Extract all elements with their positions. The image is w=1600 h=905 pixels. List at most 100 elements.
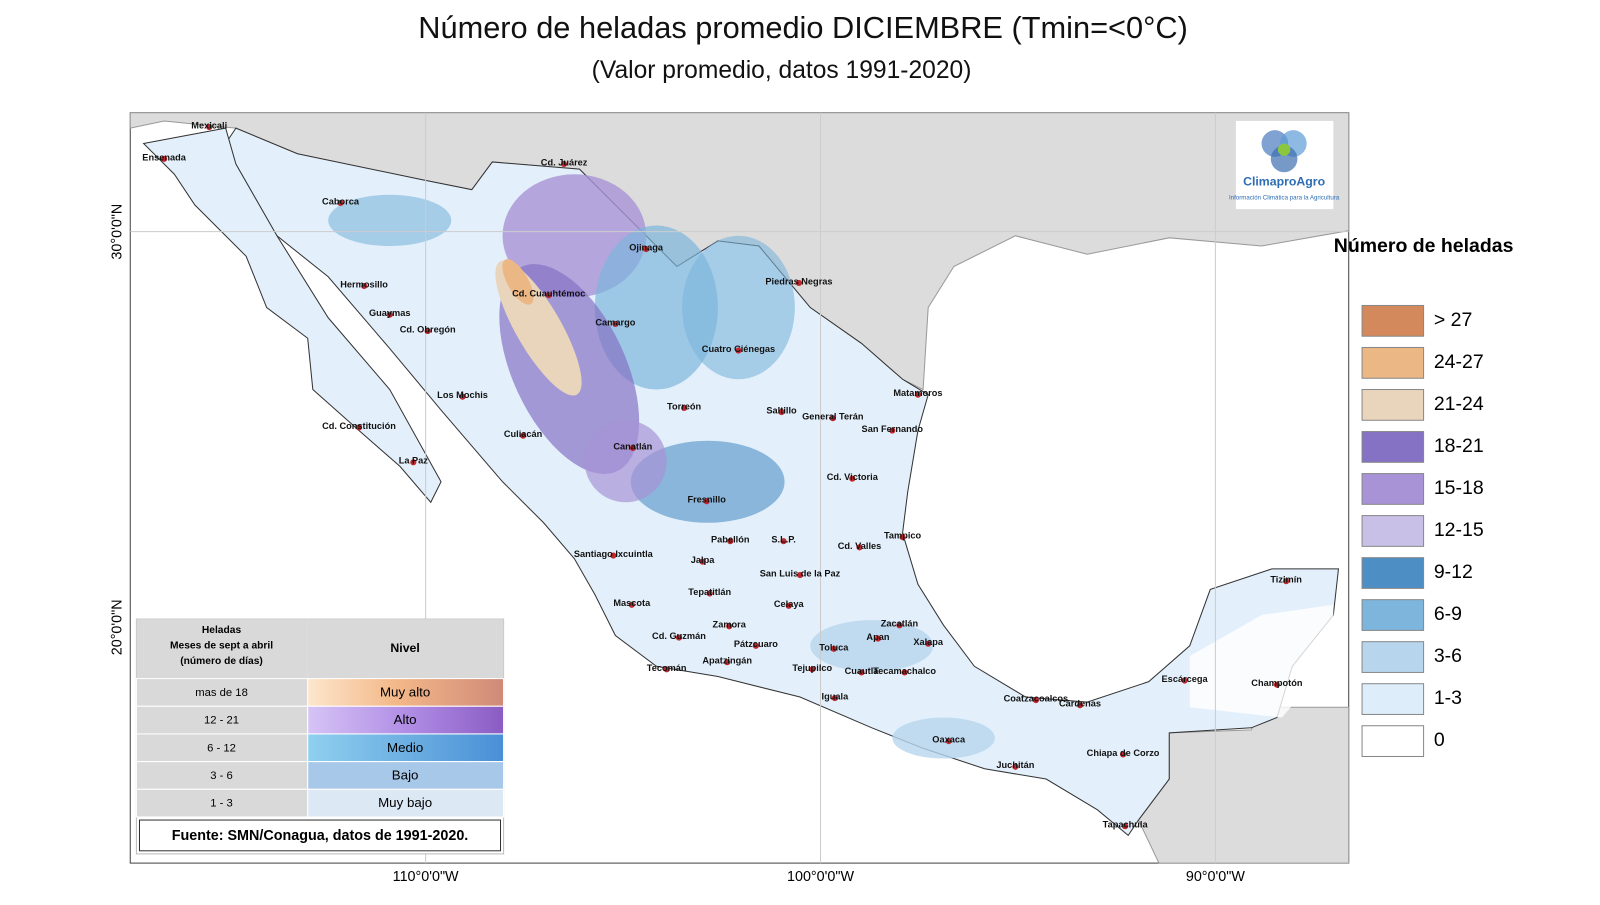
city-dot [727, 538, 734, 545]
city-label: Tecamachalco [873, 666, 936, 676]
city-dot [778, 408, 785, 416]
legend-label: 15-18 [1434, 477, 1484, 499]
city-label: Camargo [595, 317, 635, 327]
header-text: Meses de sept a abril [170, 640, 273, 651]
city-label: Cd. Victoria [827, 472, 879, 482]
baja-california [142, 127, 442, 504]
city-dot [914, 391, 922, 398]
city-label: Tecomán [647, 663, 687, 673]
city-dot [889, 427, 896, 434]
city-dot [849, 475, 856, 482]
city-label: Zamora [713, 620, 747, 630]
city-label: Cd. Constitución [322, 421, 396, 431]
logo-name: ClimaproAgro [1243, 175, 1325, 189]
city-label: Cd. Guzmán [652, 631, 706, 641]
city-dot [735, 347, 742, 354]
city-label: Champotón [1251, 678, 1303, 688]
inset-table: Heladas Meses de sept a abril (número de… [135, 618, 505, 855]
city-dot [699, 558, 706, 565]
city-dot [703, 498, 710, 505]
header-text: Heladas [202, 625, 242, 636]
city-label: Pátzcuaro [734, 639, 778, 649]
city-label: Guaymas [369, 308, 411, 318]
city-label: San Fernando [862, 424, 924, 434]
legend-label: 21-24 [1434, 393, 1484, 415]
subtitle: (Valor promedio, datos 1991-2020) [592, 57, 972, 84]
city-dot [1120, 751, 1127, 758]
table-rows: mas de 18 Muy alto 12 - 21 Alto 6 - 12 Medio 3… [135, 678, 505, 818]
city-dot [643, 246, 650, 253]
city-dot [780, 538, 787, 545]
city-dot [796, 571, 804, 579]
city-dot [706, 590, 713, 597]
city-label: Tizimín [1270, 575, 1302, 585]
city-dot [752, 642, 759, 649]
range-text: 1 - 3 [210, 798, 233, 810]
level-cell [307, 678, 505, 707]
city-dot [610, 552, 617, 559]
city-dot [545, 292, 552, 299]
city-label: Hermosillo [340, 279, 388, 289]
legend-swatch [1361, 599, 1425, 631]
city-label: Ensenada [142, 152, 186, 162]
legend-swatch [1361, 683, 1425, 715]
city-dot [612, 320, 619, 327]
city-dot [945, 738, 952, 745]
legend-label: 1-3 [1434, 687, 1462, 709]
city-label: Chiapa de Corzo [1087, 748, 1160, 758]
city-dot [726, 623, 733, 630]
logo-tagline: Información Climática para la Agricultur… [1229, 194, 1340, 201]
header-cell [136, 619, 308, 679]
legend-label: > 27 [1434, 309, 1472, 331]
city-dot [1032, 697, 1039, 704]
level-text: Bajo [392, 767, 419, 782]
range-text: mas de 18 [195, 687, 248, 699]
cities: Mexicali Ensenada Caborca Cd. Juárez Ojinaga… [142, 121, 1303, 830]
source: Fuente: SMN/Conagua, datos de 1991-2020. [172, 828, 469, 844]
city-label: Iguala [822, 691, 850, 701]
city-label: Fresnillo [687, 495, 726, 505]
legend-swatch [1361, 473, 1425, 505]
frost-zone [682, 235, 795, 380]
city-dot [337, 199, 344, 207]
legend-label: 0 [1434, 729, 1445, 751]
level-text: Muy bajo [378, 795, 432, 810]
logo: ClimaproAgro Información Climática para … [1229, 120, 1340, 210]
city-dot [724, 659, 731, 666]
city-dot [829, 415, 836, 422]
city-dot [896, 622, 903, 629]
city-label: General Terán [802, 412, 864, 422]
city-dot [1122, 823, 1129, 830]
frost-zone [810, 620, 934, 672]
city-label: Saltillo [766, 405, 797, 415]
city-label: Canatlán [613, 441, 652, 451]
city-label: Apatzingán [702, 656, 752, 666]
range-text: 6 - 12 [207, 742, 236, 754]
city-label: Culiacán [504, 429, 543, 439]
lon-label: 100°0'0"W [787, 869, 854, 885]
city-label: Tejupilco [792, 663, 832, 673]
legend-swatch [1361, 346, 1425, 379]
city-label: Zacatlán [881, 619, 919, 629]
source-box [138, 819, 502, 852]
city-dot [856, 544, 863, 551]
frost-zone [328, 194, 452, 247]
city-label: Tapachula [1103, 820, 1149, 830]
legend-label: 3-6 [1434, 645, 1462, 667]
city-dot [899, 534, 906, 541]
city-label: Cuatro Ciénegas [702, 344, 775, 354]
header-text: (número de días) [180, 656, 263, 667]
city-label: Los Mochis [437, 390, 488, 400]
city-label: Ojinaga [629, 243, 664, 253]
legend-swatch [1361, 641, 1425, 673]
city-dot [206, 124, 213, 131]
city-dot [858, 669, 865, 676]
city-label: Cd. Cuauhtémoc [512, 289, 585, 299]
legend-title: Número de heladas [1334, 235, 1514, 257]
city-label: Escárcega [1162, 674, 1209, 684]
city-label: Matamoros [893, 388, 942, 398]
city-label: Torreón [667, 401, 702, 411]
city-dot [355, 424, 363, 431]
